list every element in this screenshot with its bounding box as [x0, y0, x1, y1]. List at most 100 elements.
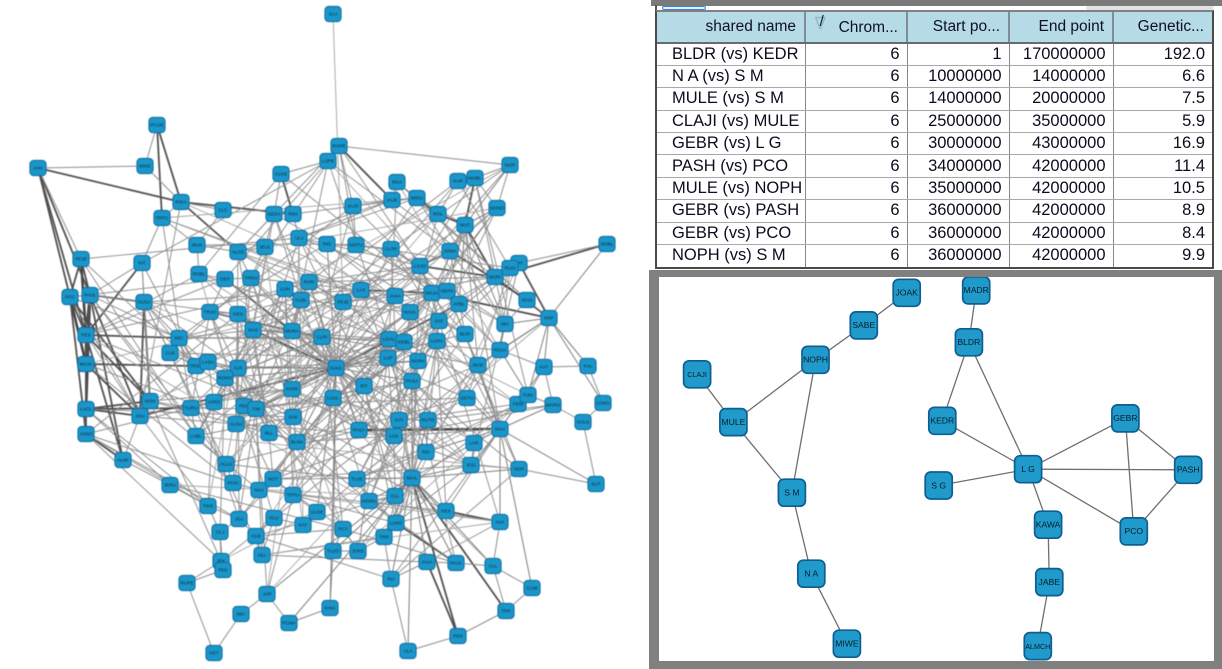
- svg-text:PAUL: PAUL: [84, 293, 96, 298]
- svg-text:KITI: KITI: [395, 418, 404, 423]
- svg-text:RIT: RIT: [360, 384, 368, 389]
- svg-text:MADR: MADR: [964, 285, 989, 295]
- svg-text:MUJ: MUJ: [392, 180, 402, 185]
- svg-text:MIAL: MIAL: [407, 476, 418, 481]
- svg-text:GET: GET: [209, 651, 219, 656]
- svg-text:ALLG: ALLG: [220, 462, 232, 467]
- svg-text:GEP: GEP: [220, 277, 230, 282]
- svg-text:GEBR: GEBR: [1113, 413, 1137, 423]
- svg-text:CLL: CLL: [391, 494, 400, 499]
- svg-text:CLTR: CLTR: [385, 247, 398, 252]
- svg-text:PCO: PCO: [1124, 526, 1143, 536]
- svg-text:CLAJI: CLAJI: [687, 370, 707, 379]
- svg-text:TUJO: TUJO: [327, 549, 340, 554]
- svg-text:MIRU: MIRU: [411, 196, 424, 201]
- svg-text:PEJE: PEJE: [337, 300, 349, 305]
- svg-text:NON: NON: [145, 399, 155, 404]
- svg-text:JOAK: JOAK: [895, 288, 918, 298]
- svg-text:GES: GES: [233, 312, 243, 317]
- svg-text:BLL: BLL: [265, 431, 274, 436]
- svg-text:RIKI: RIKI: [288, 212, 297, 217]
- svg-text:PEJE: PEJE: [75, 257, 87, 262]
- svg-text:JOKE: JOKE: [352, 549, 364, 554]
- svg-text:RIJO: RIJO: [505, 266, 516, 271]
- svg-text:CLKE: CLKE: [275, 172, 287, 177]
- svg-text:JAR: JAR: [263, 592, 272, 597]
- svg-text:SUSA: SUSA: [138, 300, 152, 305]
- svg-text:LACL: LACL: [80, 407, 92, 412]
- svg-text:NAJ: NAJ: [255, 488, 264, 493]
- svg-text:NOBL: NOBL: [601, 242, 614, 247]
- svg-text:RUPE: RUPE: [180, 581, 193, 586]
- svg-text:GEPA: GEPA: [441, 289, 455, 294]
- svg-text:CLBL: CLBL: [295, 298, 307, 303]
- svg-text:MIWE: MIWE: [835, 639, 859, 649]
- svg-text:TRPC: TRPC: [156, 216, 169, 221]
- svg-text:TURU: TURU: [184, 406, 198, 411]
- svg-text:RORO: RORO: [218, 376, 232, 381]
- svg-text:MIJ: MIJ: [501, 322, 509, 327]
- svg-text:JOG: JOG: [466, 463, 476, 468]
- svg-text:NOPH: NOPH: [803, 355, 828, 365]
- svg-text:MURI: MURI: [489, 275, 501, 280]
- svg-text:JAJE: JAJE: [387, 198, 398, 203]
- svg-text:RUJ: RUJ: [269, 516, 278, 521]
- svg-text:LUP: LUP: [383, 356, 392, 361]
- svg-text:MUT: MUT: [460, 223, 470, 228]
- svg-text:JEK: JEK: [217, 559, 226, 564]
- svg-text:JONA: JONA: [444, 249, 457, 254]
- svg-text:TUKI: TUKI: [523, 393, 534, 398]
- svg-text:MULE: MULE: [721, 417, 745, 427]
- svg-text:JAKA: JAKA: [389, 294, 402, 299]
- svg-text:ROJA: ROJA: [494, 348, 507, 353]
- svg-text:MUBL: MUBL: [468, 176, 481, 181]
- svg-text:JONO: JONO: [79, 432, 92, 437]
- svg-text:LAT: LAT: [515, 261, 523, 266]
- svg-text:PES: PES: [81, 333, 90, 338]
- svg-text:CLC: CLC: [218, 208, 228, 213]
- svg-text:PCMA: PCMA: [282, 621, 296, 626]
- svg-text:NOR: NOR: [505, 163, 516, 168]
- svg-text:LUK: LUK: [389, 434, 399, 439]
- svg-text:L G: L G: [1021, 464, 1035, 474]
- svg-text:S G: S G: [931, 480, 946, 490]
- svg-text:GETU: GETU: [460, 396, 474, 401]
- svg-text:PATR: PATR: [286, 387, 298, 392]
- svg-text:KEBL: KEBL: [398, 340, 410, 345]
- svg-text:KES: KES: [441, 509, 450, 514]
- svg-text:NOT: NOT: [268, 477, 278, 482]
- svg-text:MUK: MUK: [192, 243, 203, 248]
- svg-text:CLMI: CLMI: [526, 586, 537, 591]
- svg-text:TRSU: TRSU: [190, 364, 203, 369]
- svg-text:PARI: PARI: [304, 280, 315, 285]
- svg-text:PCSA: PCSA: [406, 379, 420, 384]
- svg-text:BLDR: BLDR: [957, 337, 980, 347]
- svg-text:SABE: SABE: [852, 320, 875, 330]
- svg-text:JAJA: JAJA: [422, 560, 434, 565]
- svg-text:N A: N A: [804, 569, 818, 579]
- svg-text:PCC: PCC: [65, 295, 76, 300]
- svg-text:LGJO: LGJO: [414, 264, 427, 269]
- svg-text:LUPE: LUPE: [322, 159, 334, 164]
- svg-text:MAJA: MAJA: [426, 291, 439, 296]
- svg-text:KINA: KINA: [325, 606, 337, 611]
- svg-text:CLRI: CLRI: [317, 335, 328, 340]
- svg-text:JAJO: JAJO: [347, 204, 359, 209]
- svg-text:SULG: SULG: [577, 420, 590, 425]
- svg-text:LUN: LUN: [280, 287, 289, 292]
- svg-text:KIT: KIT: [138, 261, 145, 266]
- svg-text:ALMI: ALMI: [118, 458, 129, 463]
- svg-text:CLJ: CLJ: [216, 530, 224, 535]
- svg-text:JOU: JOU: [135, 414, 145, 419]
- svg-text:RIJ: RIJ: [387, 577, 394, 582]
- svg-text:NOPA: NOPA: [412, 359, 426, 364]
- svg-text:SUT: SUT: [591, 482, 601, 487]
- svg-text:ALMCH: ALMCH: [1025, 642, 1050, 651]
- svg-text:NAS: NAS: [248, 328, 258, 333]
- svg-text:JOJ: JOJ: [235, 517, 243, 522]
- svg-text:LASA: LASA: [202, 360, 215, 365]
- svg-text:TRRU: TRRU: [244, 276, 258, 281]
- svg-text:KAT: KAT: [540, 365, 549, 370]
- svg-text:ULGE: ULGE: [311, 510, 324, 515]
- svg-text:KEDR: KEDR: [930, 416, 954, 426]
